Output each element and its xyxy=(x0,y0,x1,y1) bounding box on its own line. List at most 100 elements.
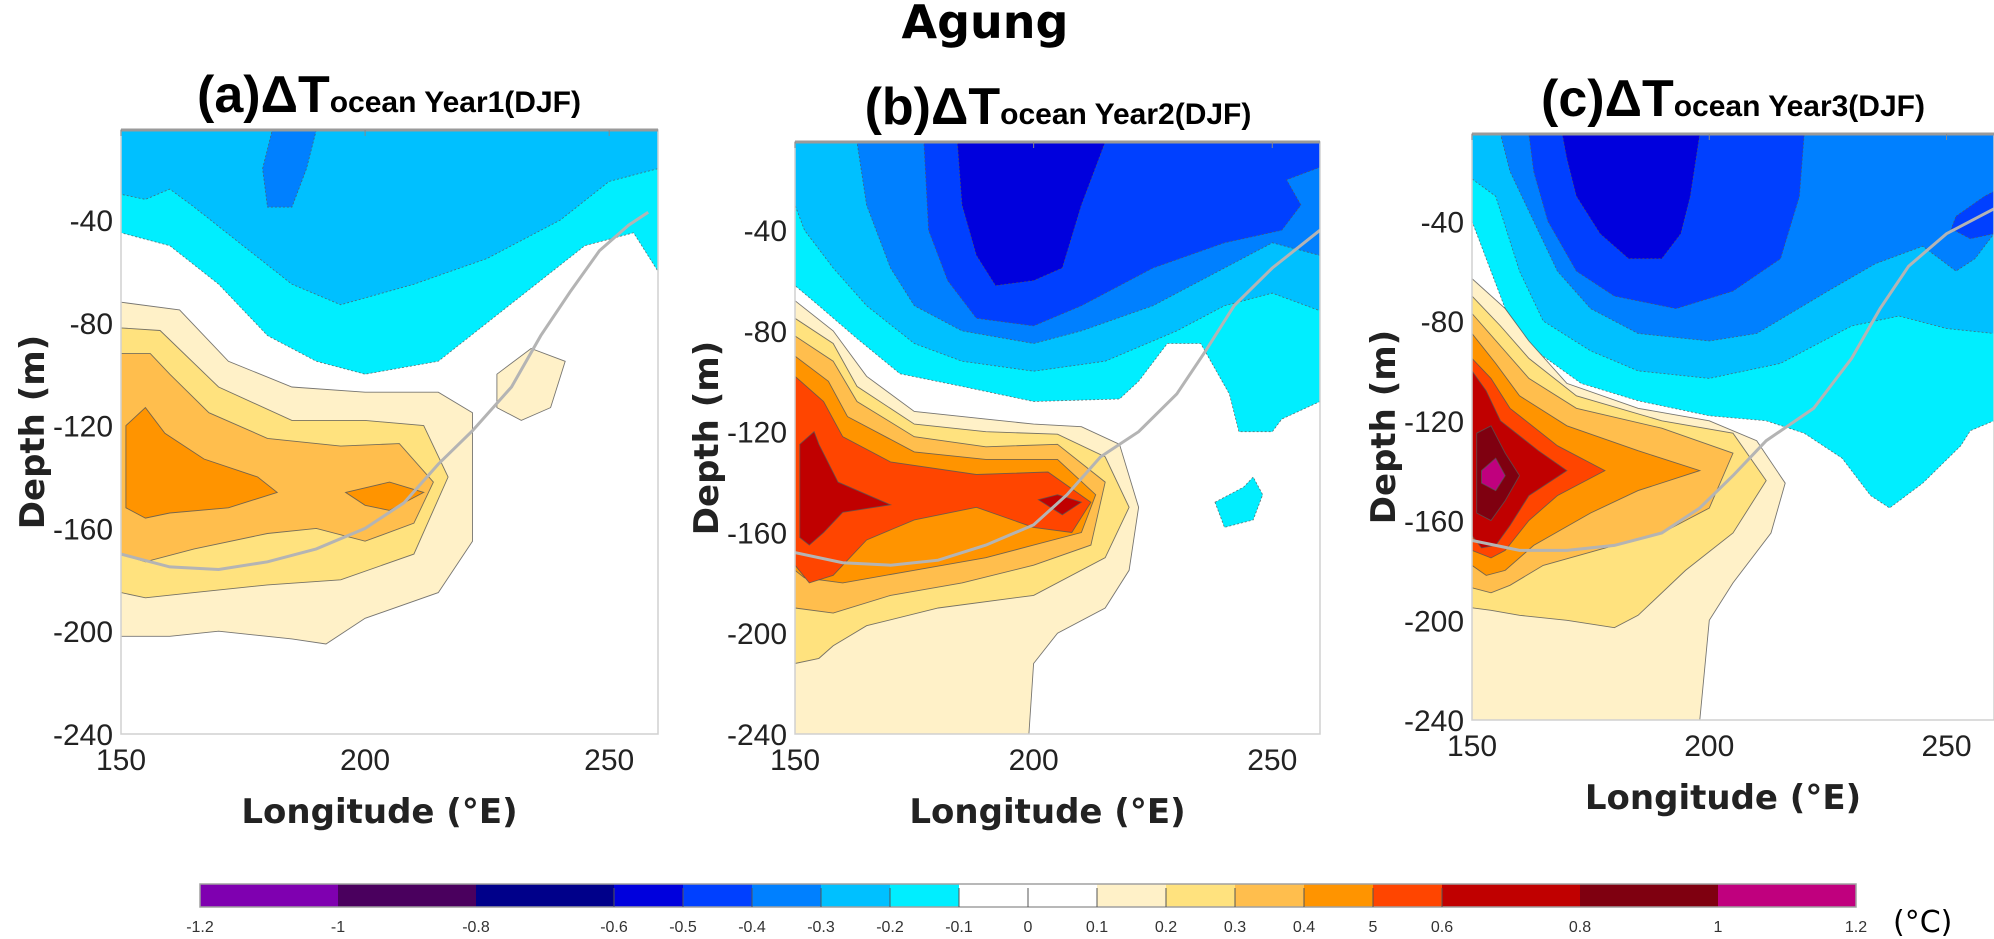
y-tick-label: -240 xyxy=(53,719,113,752)
y-tick-label: -200 xyxy=(1404,605,1464,638)
contour-layer xyxy=(1472,134,1994,720)
y-tick-label: -80 xyxy=(1421,306,1464,339)
panel-title-prefix: (b)ΔT xyxy=(865,78,1001,136)
colorbar-tick-label: 0 xyxy=(1024,919,1033,936)
y-tick-label: -200 xyxy=(727,618,787,651)
x-tick-label: 200 xyxy=(340,744,390,777)
contour-region-pos xyxy=(496,347,566,421)
colorbar-segment xyxy=(890,884,960,907)
figure-title: Agung xyxy=(902,0,1069,49)
colorbar-tick-label: -1 xyxy=(331,919,345,936)
colorbar-tick-label: 0.1 xyxy=(1086,919,1108,936)
colorbar-segment xyxy=(1373,884,1443,907)
panel-title-prefix: (c)ΔT xyxy=(1541,70,1674,128)
contour-region-pos xyxy=(799,430,893,546)
colorbar-tick-label: 0.2 xyxy=(1155,919,1177,936)
y-tick-label: -40 xyxy=(70,205,113,238)
panel-title: (c)ΔTocean Year3(DJF) xyxy=(1541,70,1925,128)
contour-region-neg xyxy=(1561,134,1701,260)
colorbar-segment xyxy=(821,884,891,907)
x-tick-label: 250 xyxy=(1922,730,1972,763)
contour-layer xyxy=(795,142,1320,734)
x-axis-label: Longitude (°E) xyxy=(241,792,517,832)
colorbar-segment xyxy=(1235,884,1305,907)
panel-a: 150 200 250 -40 -80 -120 -160 -200 -240 Longitude… xyxy=(13,66,659,832)
y-tick-label: -40 xyxy=(1421,206,1464,239)
panel-title-suffix: ocean Year1(DJF) xyxy=(330,86,581,119)
y-axis-label: Depth (m) xyxy=(13,335,53,529)
x-tick-label: 250 xyxy=(584,744,634,777)
colorbar-segment xyxy=(959,884,1029,907)
colorbar-segment xyxy=(1028,884,1098,907)
y-tick-label: -160 xyxy=(53,513,113,546)
x-tick-label: 250 xyxy=(1247,744,1297,777)
colorbar-segment xyxy=(476,884,615,907)
colorbar-tick-label: 0.3 xyxy=(1224,919,1246,936)
x-tick-label: 200 xyxy=(1009,744,1059,777)
panel-title-suffix: ocean Year3(DJF) xyxy=(1674,90,1925,123)
panel-c: 150 200 250 -40 -80 -120 -160 -200 -240 Longitude… xyxy=(1364,70,1994,818)
y-axis-label: Depth (m) xyxy=(687,341,727,535)
contour-region-pos xyxy=(125,406,279,519)
y-tick-label: -160 xyxy=(1404,506,1464,539)
colorbar-segment xyxy=(1097,884,1167,907)
contour-region-pos xyxy=(1481,457,1506,492)
y-tick-label: -240 xyxy=(1404,705,1464,738)
colorbar-segment xyxy=(338,884,477,907)
colorbar-segment xyxy=(200,884,339,907)
contour-layer xyxy=(121,130,658,645)
y-axis-label: Depth (m) xyxy=(1364,330,1404,524)
y-tick-label: -120 xyxy=(1404,406,1464,439)
y-tick-label: -120 xyxy=(53,411,113,444)
x-tick-label: 150 xyxy=(96,744,146,777)
y-tick-label: -160 xyxy=(727,517,787,550)
panel-title-suffix: ocean Year2(DJF) xyxy=(1000,98,1251,131)
colorbar-tick-label: -0.2 xyxy=(876,919,904,936)
colorbar-tick-label: 0.6 xyxy=(1431,919,1453,936)
contour-region-neg xyxy=(262,130,317,208)
x-tick-label: 150 xyxy=(1447,730,1497,763)
x-axis-label: Longitude (°E) xyxy=(1585,778,1861,818)
panel-b: 150 200 250 -40 -80 -120 -160 -200 -240 Longitude… xyxy=(687,78,1321,832)
thermocline-line xyxy=(1472,207,1994,552)
x-tick-label: 150 xyxy=(770,744,820,777)
colorbar-tick-label: 0.4 xyxy=(1293,919,1315,936)
thermocline-line xyxy=(795,229,1320,567)
colorbar-segment xyxy=(1442,884,1581,907)
colorbar-segment xyxy=(1580,884,1719,907)
colorbar-tick-label: -0.6 xyxy=(600,919,628,936)
contour-region-pos xyxy=(795,375,1092,584)
colorbar-tick-label: -0.1 xyxy=(945,919,973,936)
y-tick-label: -80 xyxy=(744,316,787,349)
colorbar-tick-label: 5 xyxy=(1369,919,1378,936)
panel-title: (a)ΔTocean Year1(DJF) xyxy=(197,66,581,124)
colorbar-segment xyxy=(752,884,822,907)
thermocline-line xyxy=(121,210,650,572)
y-tick-label: -240 xyxy=(727,719,787,752)
colorbar-tick-label: 0.8 xyxy=(1569,919,1591,936)
contour-region-pos xyxy=(1037,494,1083,516)
colorbar-tick-label: -0.5 xyxy=(669,919,697,936)
colorbar-tick-label: -1.2 xyxy=(186,919,214,936)
x-axis-label: Longitude (°E) xyxy=(909,792,1185,832)
panel-title: (b)ΔTocean Year2(DJF) xyxy=(865,78,1252,136)
panel-title-prefix: (a)ΔT xyxy=(197,66,330,124)
panels: 150 200 250 -40 -80 -120 -160 -200 -240 Longitude… xyxy=(13,66,1994,832)
colorbar-tick-label: -0.8 xyxy=(462,919,490,936)
colorbar-tick-label: 1.2 xyxy=(1845,919,1867,936)
colorbar-segment xyxy=(1166,884,1236,907)
colorbar-tick-label: -0.4 xyxy=(738,919,766,936)
colorbar-unit: (°C) xyxy=(1893,905,1952,939)
contour-region-neg xyxy=(121,130,658,306)
y-tick-label: -80 xyxy=(70,308,113,341)
colorbar-segment xyxy=(1304,884,1374,907)
y-tick-label: -120 xyxy=(727,417,787,450)
colorbar-tick-label: -0.3 xyxy=(807,919,835,936)
colorbar-segment xyxy=(614,884,684,907)
colorbar: -1.2 -1 -0.8 -0.6 -0.5 -0.4 -0.3 -0.2 -0.1 0 0.1 0.… xyxy=(186,883,1867,936)
y-tick-label: -40 xyxy=(744,215,787,248)
x-tick-label: 200 xyxy=(1684,730,1734,763)
contour-region-neg xyxy=(1214,476,1264,528)
contour-region-neg xyxy=(956,142,1106,287)
